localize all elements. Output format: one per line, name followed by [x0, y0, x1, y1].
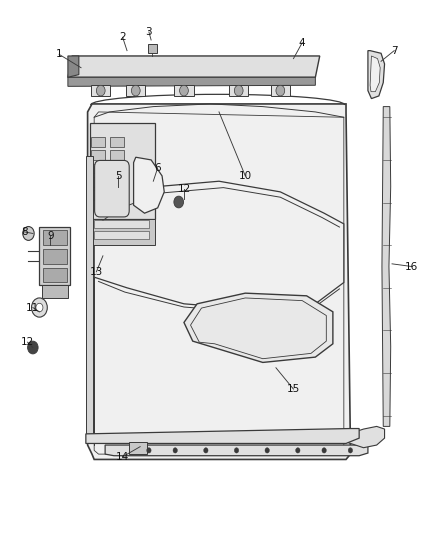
Polygon shape — [91, 85, 110, 96]
Bar — [91, 164, 105, 173]
Bar — [91, 190, 105, 200]
Circle shape — [322, 448, 326, 453]
Circle shape — [265, 448, 269, 453]
Polygon shape — [368, 51, 385, 99]
Bar — [94, 231, 149, 239]
Polygon shape — [347, 426, 385, 448]
Text: 3: 3 — [145, 27, 152, 37]
Bar — [110, 164, 124, 173]
Bar — [43, 230, 67, 245]
Polygon shape — [39, 227, 70, 285]
Bar — [91, 150, 105, 160]
Polygon shape — [134, 157, 164, 213]
Circle shape — [36, 303, 43, 312]
Text: 8: 8 — [21, 227, 28, 237]
Polygon shape — [370, 56, 380, 92]
Polygon shape — [88, 104, 350, 459]
Polygon shape — [271, 85, 290, 96]
Polygon shape — [382, 107, 391, 426]
Text: 7: 7 — [391, 46, 398, 55]
Circle shape — [28, 341, 38, 354]
Polygon shape — [86, 429, 359, 443]
Text: 16: 16 — [405, 262, 418, 271]
Circle shape — [147, 448, 151, 453]
Text: 6: 6 — [154, 163, 161, 173]
Text: 13: 13 — [90, 267, 103, 277]
Circle shape — [234, 85, 243, 96]
Polygon shape — [90, 219, 155, 245]
Polygon shape — [105, 442, 368, 456]
Text: 4: 4 — [299, 38, 306, 47]
Bar — [91, 137, 105, 147]
Text: 2: 2 — [119, 33, 126, 42]
Bar — [94, 220, 149, 228]
Polygon shape — [174, 85, 194, 96]
Text: 10: 10 — [239, 171, 252, 181]
Polygon shape — [68, 77, 315, 86]
Bar — [110, 150, 124, 160]
Circle shape — [96, 85, 105, 96]
Bar — [129, 442, 147, 454]
Polygon shape — [68, 56, 79, 77]
Text: 15: 15 — [287, 384, 300, 394]
Circle shape — [348, 448, 353, 453]
Text: 12: 12 — [21, 337, 34, 347]
Bar — [43, 249, 67, 264]
Text: 14: 14 — [116, 452, 129, 462]
Bar — [91, 177, 105, 187]
Bar — [43, 268, 67, 282]
Polygon shape — [229, 85, 248, 96]
Text: 1: 1 — [56, 50, 63, 59]
Bar — [90, 123, 155, 219]
Circle shape — [32, 298, 47, 317]
Polygon shape — [42, 285, 68, 298]
Polygon shape — [184, 293, 333, 362]
Polygon shape — [94, 181, 344, 309]
Text: 9: 9 — [47, 231, 54, 240]
Polygon shape — [126, 85, 145, 96]
Circle shape — [174, 196, 184, 208]
Polygon shape — [68, 56, 320, 77]
Bar — [86, 156, 93, 443]
Circle shape — [204, 448, 208, 453]
Bar — [110, 137, 124, 147]
Text: 11: 11 — [26, 303, 39, 312]
Text: 5: 5 — [115, 171, 122, 181]
Circle shape — [173, 448, 177, 453]
Circle shape — [131, 85, 140, 96]
Circle shape — [234, 448, 239, 453]
Bar — [148, 44, 157, 53]
Circle shape — [23, 227, 34, 240]
Bar — [110, 190, 124, 200]
FancyBboxPatch shape — [95, 160, 129, 217]
Circle shape — [180, 85, 188, 96]
Bar — [110, 177, 124, 187]
Circle shape — [276, 85, 285, 96]
Text: 12: 12 — [177, 184, 191, 194]
Circle shape — [296, 448, 300, 453]
